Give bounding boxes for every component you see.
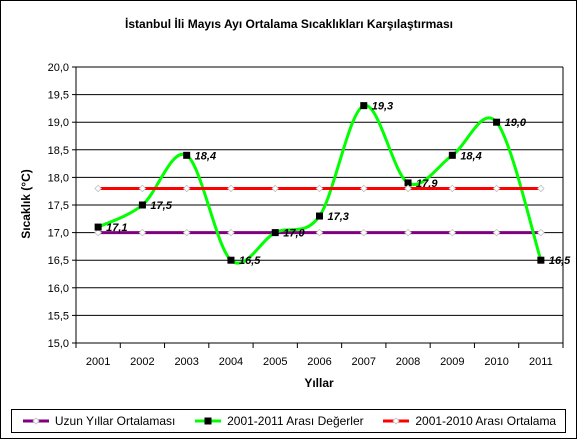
chart-svg: İstanbul İli Mayıs Ayı Ortalama Sıcaklık… — [19, 16, 572, 390]
data-point — [227, 228, 235, 237]
data-label: 17,3 — [328, 211, 349, 223]
y-tick-label: 15,0 — [48, 338, 69, 350]
x-tick-label: 2003 — [174, 356, 198, 368]
y-tick-label: 19,0 — [48, 117, 69, 129]
data-point — [183, 151, 191, 159]
data-point — [138, 184, 147, 193]
data-label: 17,9 — [416, 178, 438, 190]
data-label: 17,5 — [150, 200, 172, 212]
y-tick-label: 18,0 — [48, 172, 69, 184]
data-point — [404, 228, 412, 237]
data-label: 19,3 — [372, 101, 393, 113]
legend-swatch — [383, 417, 410, 425]
data-point — [492, 228, 501, 237]
legend-item: 2001-2011 Arası Değerler — [193, 414, 364, 428]
data-point — [94, 223, 102, 231]
data-point — [227, 256, 235, 264]
data-point — [448, 184, 457, 193]
legend-label: 2001-2010 Arası Ortalama — [415, 414, 557, 428]
data-point — [404, 184, 412, 193]
data-point — [492, 184, 501, 193]
data-point — [182, 228, 191, 237]
x-axis-label: Yıllar — [304, 376, 334, 390]
data-label: 18,4 — [460, 150, 481, 162]
data-label: 16,5 — [239, 255, 261, 267]
y-tick-label: 15,5 — [48, 310, 69, 322]
data-label: 16,5 — [549, 255, 571, 267]
data-point — [404, 179, 412, 187]
x-tick-label: 2010 — [484, 356, 508, 368]
data-point — [94, 228, 102, 237]
legend: Uzun Yıllar Ortalaması 2001-2011 Arası De… — [11, 409, 566, 433]
data-point — [227, 184, 235, 193]
data-point — [448, 228, 457, 237]
data-point — [360, 184, 368, 193]
x-tick-label: 2005 — [263, 356, 287, 368]
x-tick-label: 2011 — [529, 356, 553, 368]
y-tick-label: 19,5 — [48, 90, 69, 102]
data-point — [537, 184, 545, 193]
data-label: 19,0 — [505, 117, 527, 129]
x-tick-label: 2001 — [86, 356, 110, 368]
x-tick-label: 2006 — [307, 356, 331, 368]
x-tick-label: 2007 — [352, 356, 376, 368]
data-point — [138, 201, 146, 209]
x-tick-label: 2002 — [130, 356, 154, 368]
data-point — [537, 256, 545, 264]
data-point — [316, 212, 323, 220]
data-point — [271, 184, 279, 193]
data-point — [537, 228, 545, 237]
y-tick-label: 17,0 — [48, 228, 69, 240]
data-label: 18,4 — [195, 150, 216, 162]
legend-label: Uzun Yıllar Ortalaması — [54, 414, 176, 428]
y-tick-label: 16,0 — [48, 283, 69, 295]
data-point — [182, 184, 191, 193]
data-point — [360, 102, 368, 110]
data-point — [448, 151, 456, 159]
chart-title: İstanbul İli Mayıs Ayı Ortalama Sıcaklık… — [125, 16, 453, 31]
data-label: 17,1 — [106, 222, 127, 234]
y-tick-label: 18,5 — [48, 145, 69, 157]
data-point — [315, 184, 324, 193]
data-point — [138, 228, 147, 237]
plot-area: 15,0 15,5 16,0 16,5 17,0 17,5 18,0 18,5 19,0 19,5… — [48, 62, 572, 368]
legend-item: 2001-2010 Arası Ortalama — [381, 414, 556, 428]
y-tick-label: 16,5 — [48, 255, 69, 267]
x-tick-label: 2008 — [396, 356, 420, 368]
x-tick-label: 2004 — [219, 356, 243, 368]
y-axis-label: Sıcaklık (°C) — [19, 169, 33, 239]
data-point — [94, 184, 102, 193]
data-point — [493, 118, 501, 126]
y-tick-label: 20,0 — [48, 62, 69, 74]
data-label: 17,0 — [283, 228, 305, 240]
legend-label: 2001-2011 Arası Değerler — [227, 414, 364, 428]
data-point — [315, 228, 324, 237]
y-tick-label: 17,5 — [48, 200, 69, 212]
legend-swatch — [22, 417, 49, 425]
x-tick-label: 2009 — [440, 356, 464, 368]
legend-swatch — [195, 417, 222, 425]
data-point — [360, 228, 368, 237]
data-point — [271, 229, 279, 237]
legend-item: Uzun Yıllar Ortalaması — [21, 414, 176, 428]
